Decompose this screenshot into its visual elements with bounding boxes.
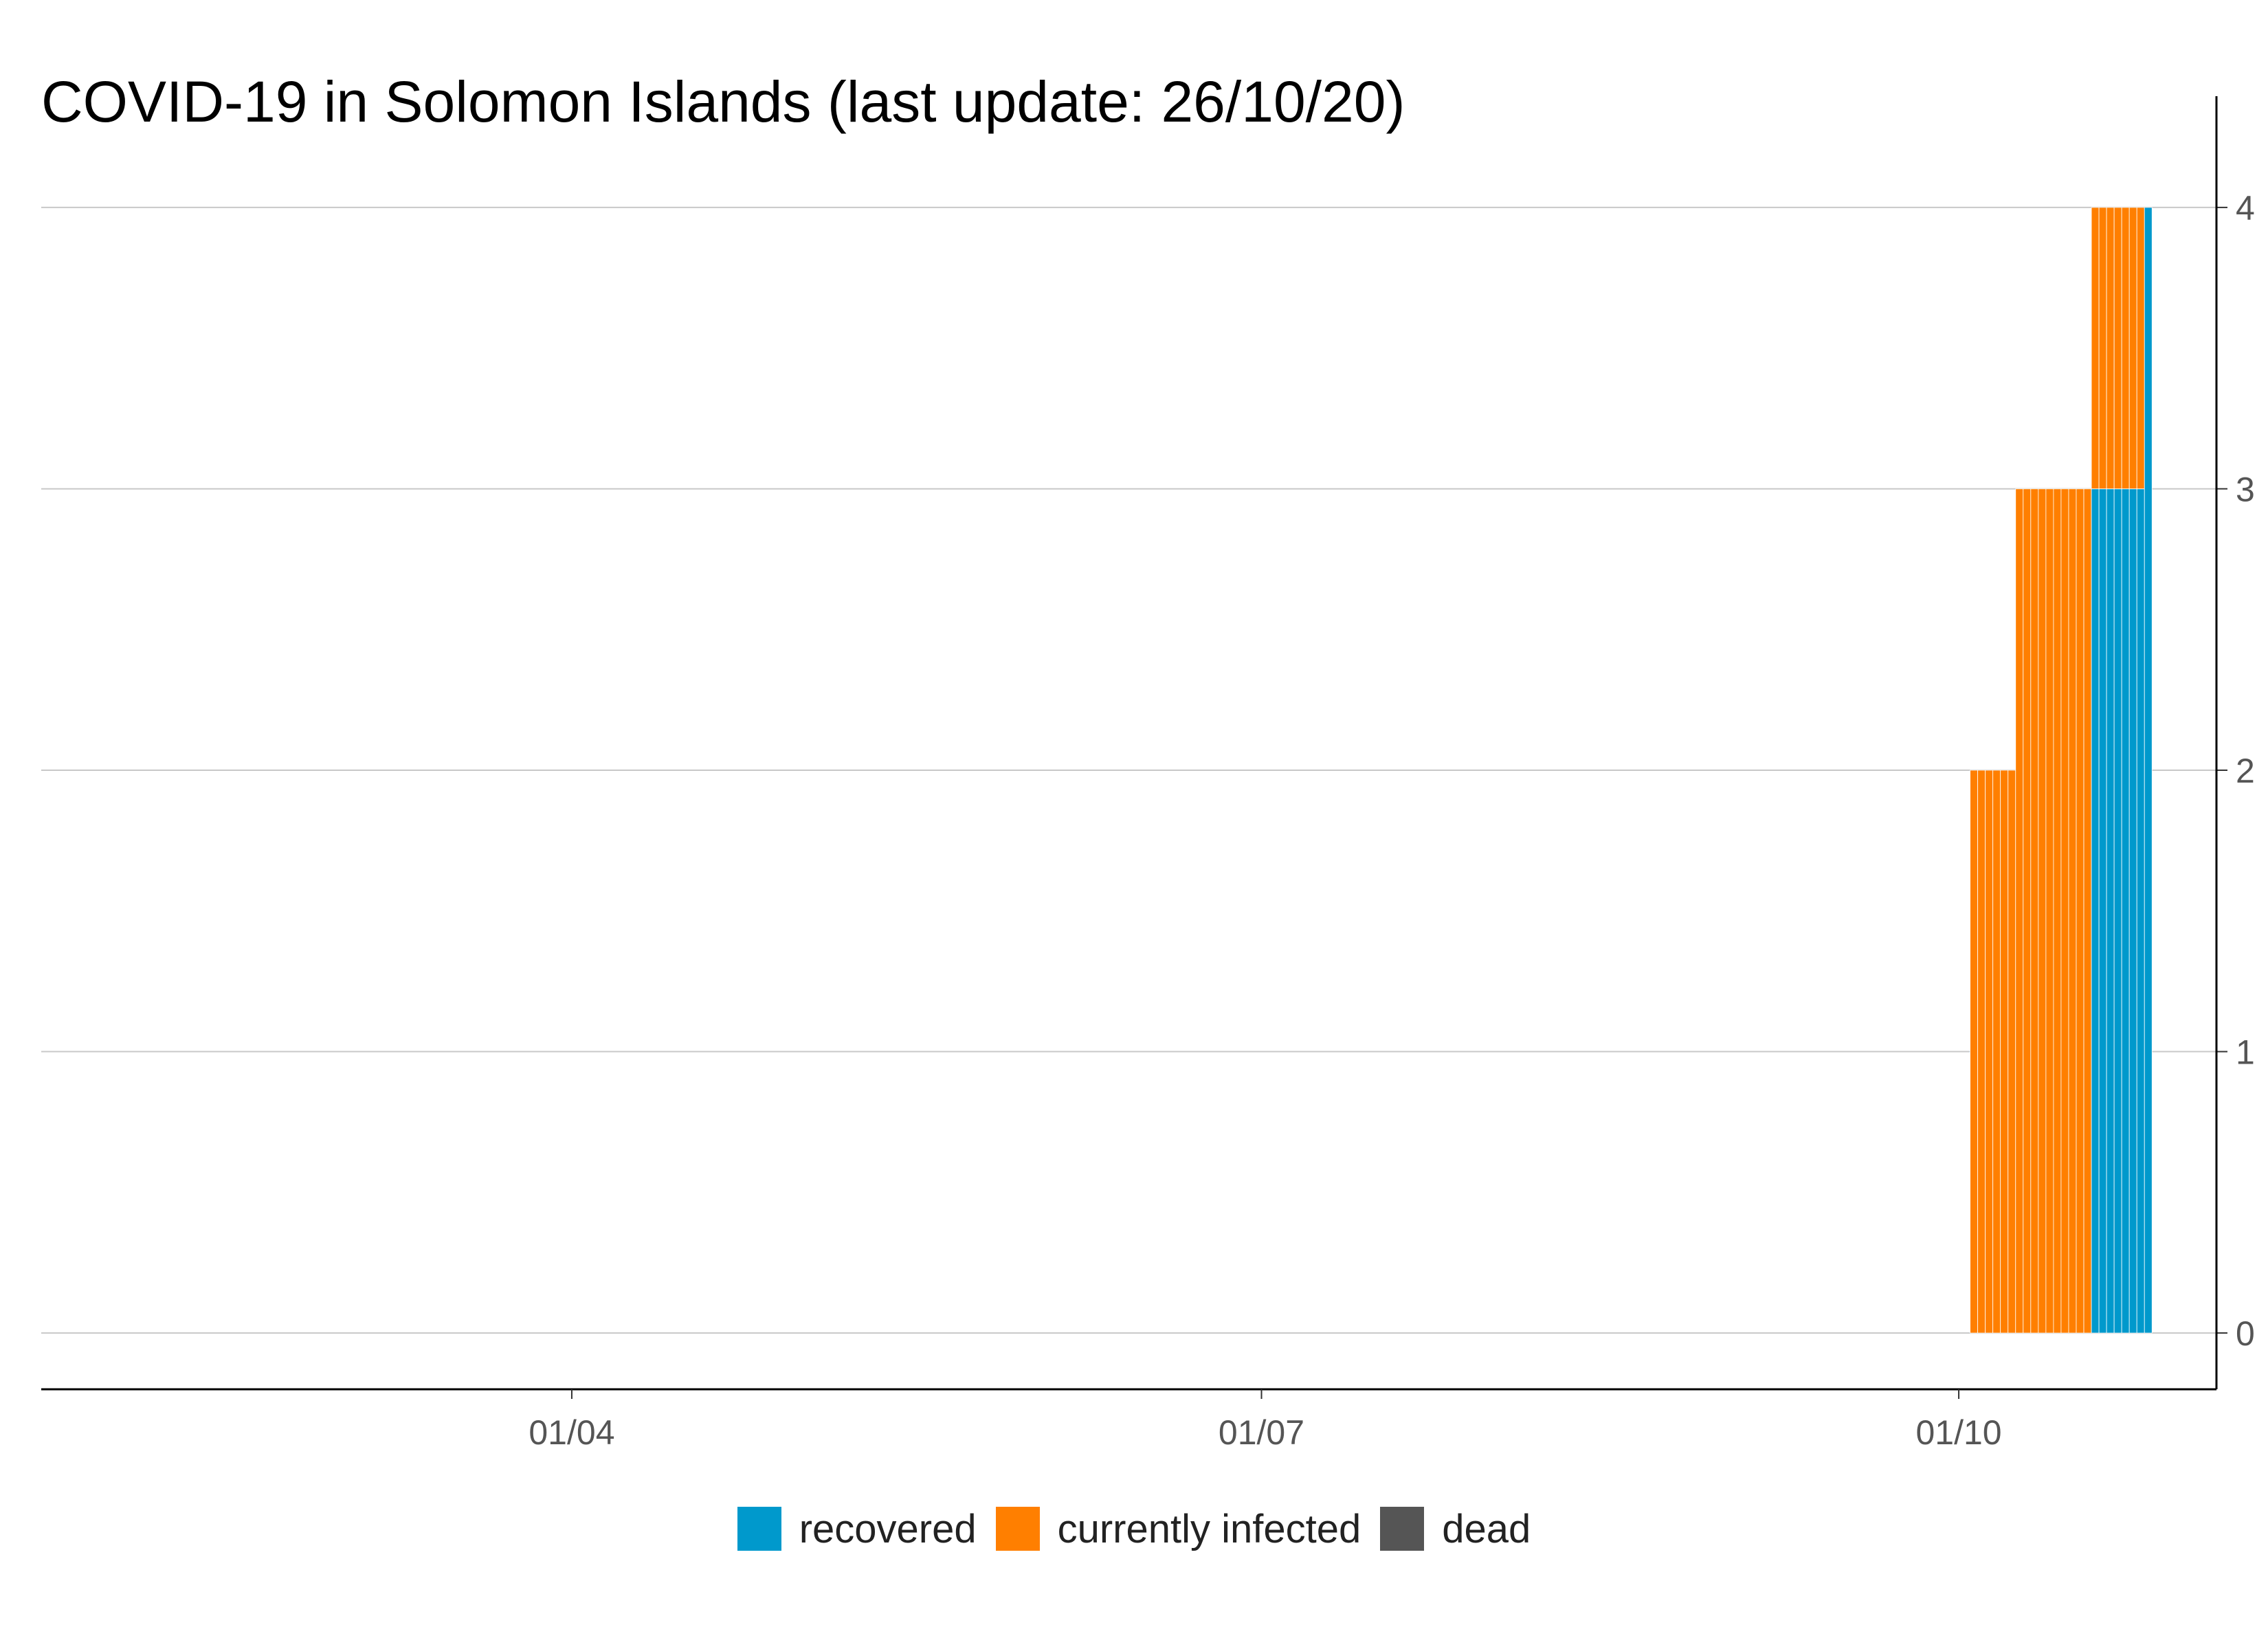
- bar-recovered-2020-10-19: [2091, 489, 2100, 1334]
- bar-currently-infected-2020-10-22: [2113, 207, 2122, 489]
- bar-currently-infected-2020-10-23: [2121, 207, 2130, 489]
- bar-currently-infected-2020-10-12: [2038, 489, 2047, 1334]
- y-tick-label-4: 4: [2236, 189, 2255, 227]
- legend: recovered currently infected dead: [0, 1501, 2268, 1556]
- bar-recovered-2020-10-21: [2106, 489, 2115, 1334]
- legend-swatch: [737, 1507, 781, 1551]
- bar-recovered-2020-10-22: [2113, 489, 2122, 1334]
- bar-currently-infected-2020-10-05: [1985, 770, 1994, 1334]
- bar-currently-infected-2020-10-20: [2098, 207, 2107, 489]
- bar-currently-infected-2020-10-09: [2015, 489, 2024, 1334]
- legend-entry-recovered: recovered: [737, 1506, 977, 1552]
- legend-label: currently infected: [1057, 1506, 1361, 1551]
- axes: 0 1 2 3 4 01/04 01/07 01/10: [41, 96, 2255, 1452]
- y-tick-label-1: 1: [2236, 1033, 2255, 1072]
- bar-recovered-2020-10-26: [2144, 207, 2153, 1334]
- bar-currently-infected-2020-10-16: [2068, 489, 2077, 1334]
- legend-swatch: [995, 1507, 1040, 1551]
- bar-currently-infected-2020-10-19: [2091, 207, 2100, 489]
- bar-recovered-2020-10-24: [2128, 489, 2137, 1334]
- legend-label: dead: [1442, 1506, 1531, 1551]
- bar-currently-infected-2020-10-07: [2000, 770, 2009, 1334]
- y-tick-label-2: 2: [2236, 752, 2255, 790]
- y-tick-label-0: 0: [2236, 1314, 2255, 1353]
- bar-currently-infected-2020-10-13: [2045, 489, 2054, 1334]
- bar-currently-infected-2020-10-25: [2136, 207, 2145, 489]
- bar-currently-infected-2020-10-15: [2060, 489, 2069, 1334]
- bar-recovered-2020-10-23: [2121, 489, 2130, 1334]
- bar-recovered-2020-10-25: [2136, 489, 2145, 1334]
- bar-currently-infected-2020-10-03: [1970, 770, 1979, 1334]
- bar-currently-infected-2020-10-08: [2008, 770, 2016, 1334]
- bar-recovered-2020-10-20: [2098, 489, 2107, 1334]
- chart-title: COVID-19 in Solomon Islands (last update…: [41, 69, 1405, 134]
- bar-currently-infected-2020-10-21: [2106, 207, 2115, 489]
- bars: [1970, 207, 2153, 1334]
- legend-entry-dead: dead: [1380, 1506, 1531, 1552]
- legend-entry-currently-infected: currently infected: [995, 1506, 1361, 1552]
- gridlines: [41, 206, 2216, 1334]
- x-tick-label-0: 01/04: [529, 1413, 614, 1452]
- bar-currently-infected-2020-10-11: [2030, 489, 2039, 1334]
- bar-currently-infected-2020-10-18: [2083, 489, 2092, 1334]
- x-tick-label-1: 01/07: [1219, 1413, 1304, 1452]
- bar-currently-infected-2020-10-04: [1977, 770, 1986, 1334]
- legend-label: recovered: [799, 1506, 977, 1551]
- bar-currently-infected-2020-10-14: [2053, 489, 2062, 1334]
- x-tick-label-2: 01/10: [1915, 1413, 2001, 1452]
- y-tick-label-3: 3: [2236, 470, 2255, 508]
- legend-swatch: [1380, 1507, 1425, 1551]
- bar-currently-infected-2020-10-17: [2076, 489, 2084, 1334]
- bar-currently-infected-2020-10-06: [1992, 770, 2001, 1334]
- bar-currently-infected-2020-10-10: [2023, 489, 2032, 1334]
- bar-currently-infected-2020-10-24: [2128, 207, 2137, 489]
